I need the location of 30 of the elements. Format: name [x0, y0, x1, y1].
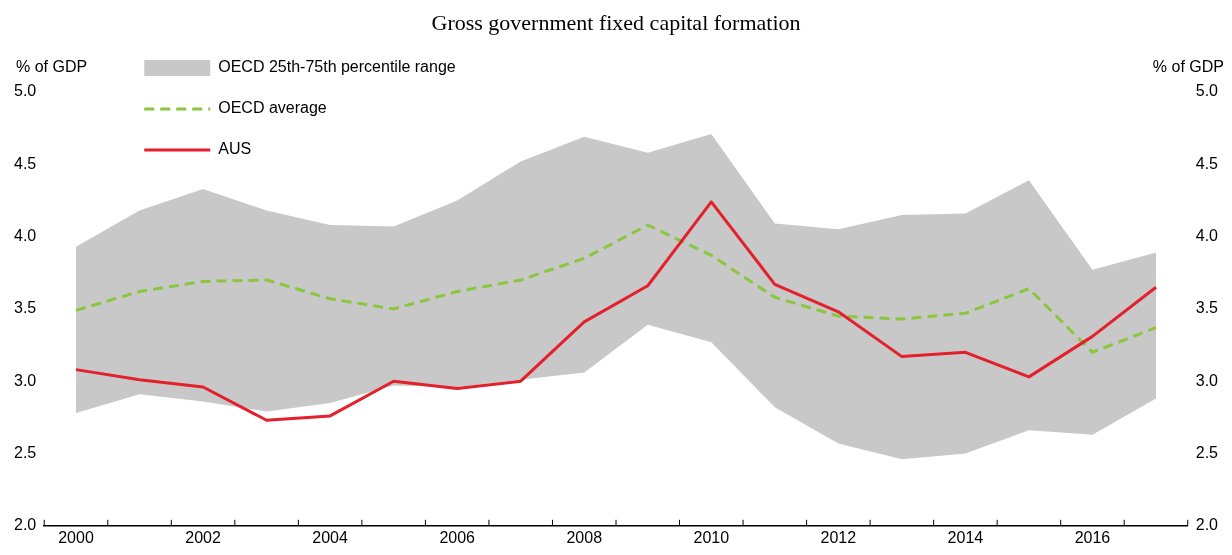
legend-label: OECD average	[218, 99, 327, 117]
y-axis-title: % of GDP	[16, 58, 88, 76]
y2-tick-label: 4.0	[1195, 227, 1219, 245]
x-tick-label: 2016	[1074, 528, 1111, 546]
y-tick-label: 3.5	[13, 299, 37, 317]
y2-tick-label: 5.0	[1195, 82, 1219, 100]
y2-tick-label: 4.5	[1195, 154, 1219, 172]
x-tick-label: 2000	[58, 528, 94, 546]
y-tick-label: 2.5	[13, 443, 37, 461]
x-tick-label: 2002	[185, 528, 221, 546]
y-tick-label: 3.0	[13, 371, 37, 389]
x-tick-label: 2012	[820, 528, 857, 546]
y-tick-label: 5.0	[13, 82, 37, 100]
y2-tick-label: 2.5	[1195, 443, 1219, 461]
y-tick-label: 4.0	[13, 227, 37, 245]
legend-label: AUS	[218, 140, 252, 158]
y-tick-label: 4.5	[13, 154, 37, 172]
chart-title: Gross government fixed capital formation	[431, 9, 801, 35]
x-tick-label: 2004	[312, 528, 349, 546]
line-series	[74, 223, 1158, 354]
y2-tick-label: 3.0	[1195, 371, 1219, 389]
x-tick-label: 2006	[439, 528, 476, 546]
legend-label: OECD 25th-75th percentile range	[218, 58, 456, 76]
y2-axis-title: % of GDP	[1152, 58, 1224, 76]
x-tick-label: 2010	[693, 528, 730, 546]
x-tick-label: 2014	[947, 528, 984, 546]
y2-tick-label: 2.0	[1195, 516, 1219, 534]
y2-tick-label: 3.5	[1195, 299, 1219, 317]
x-tick-label: 2008	[566, 528, 603, 546]
y-tick-label: 2.0	[13, 516, 37, 534]
